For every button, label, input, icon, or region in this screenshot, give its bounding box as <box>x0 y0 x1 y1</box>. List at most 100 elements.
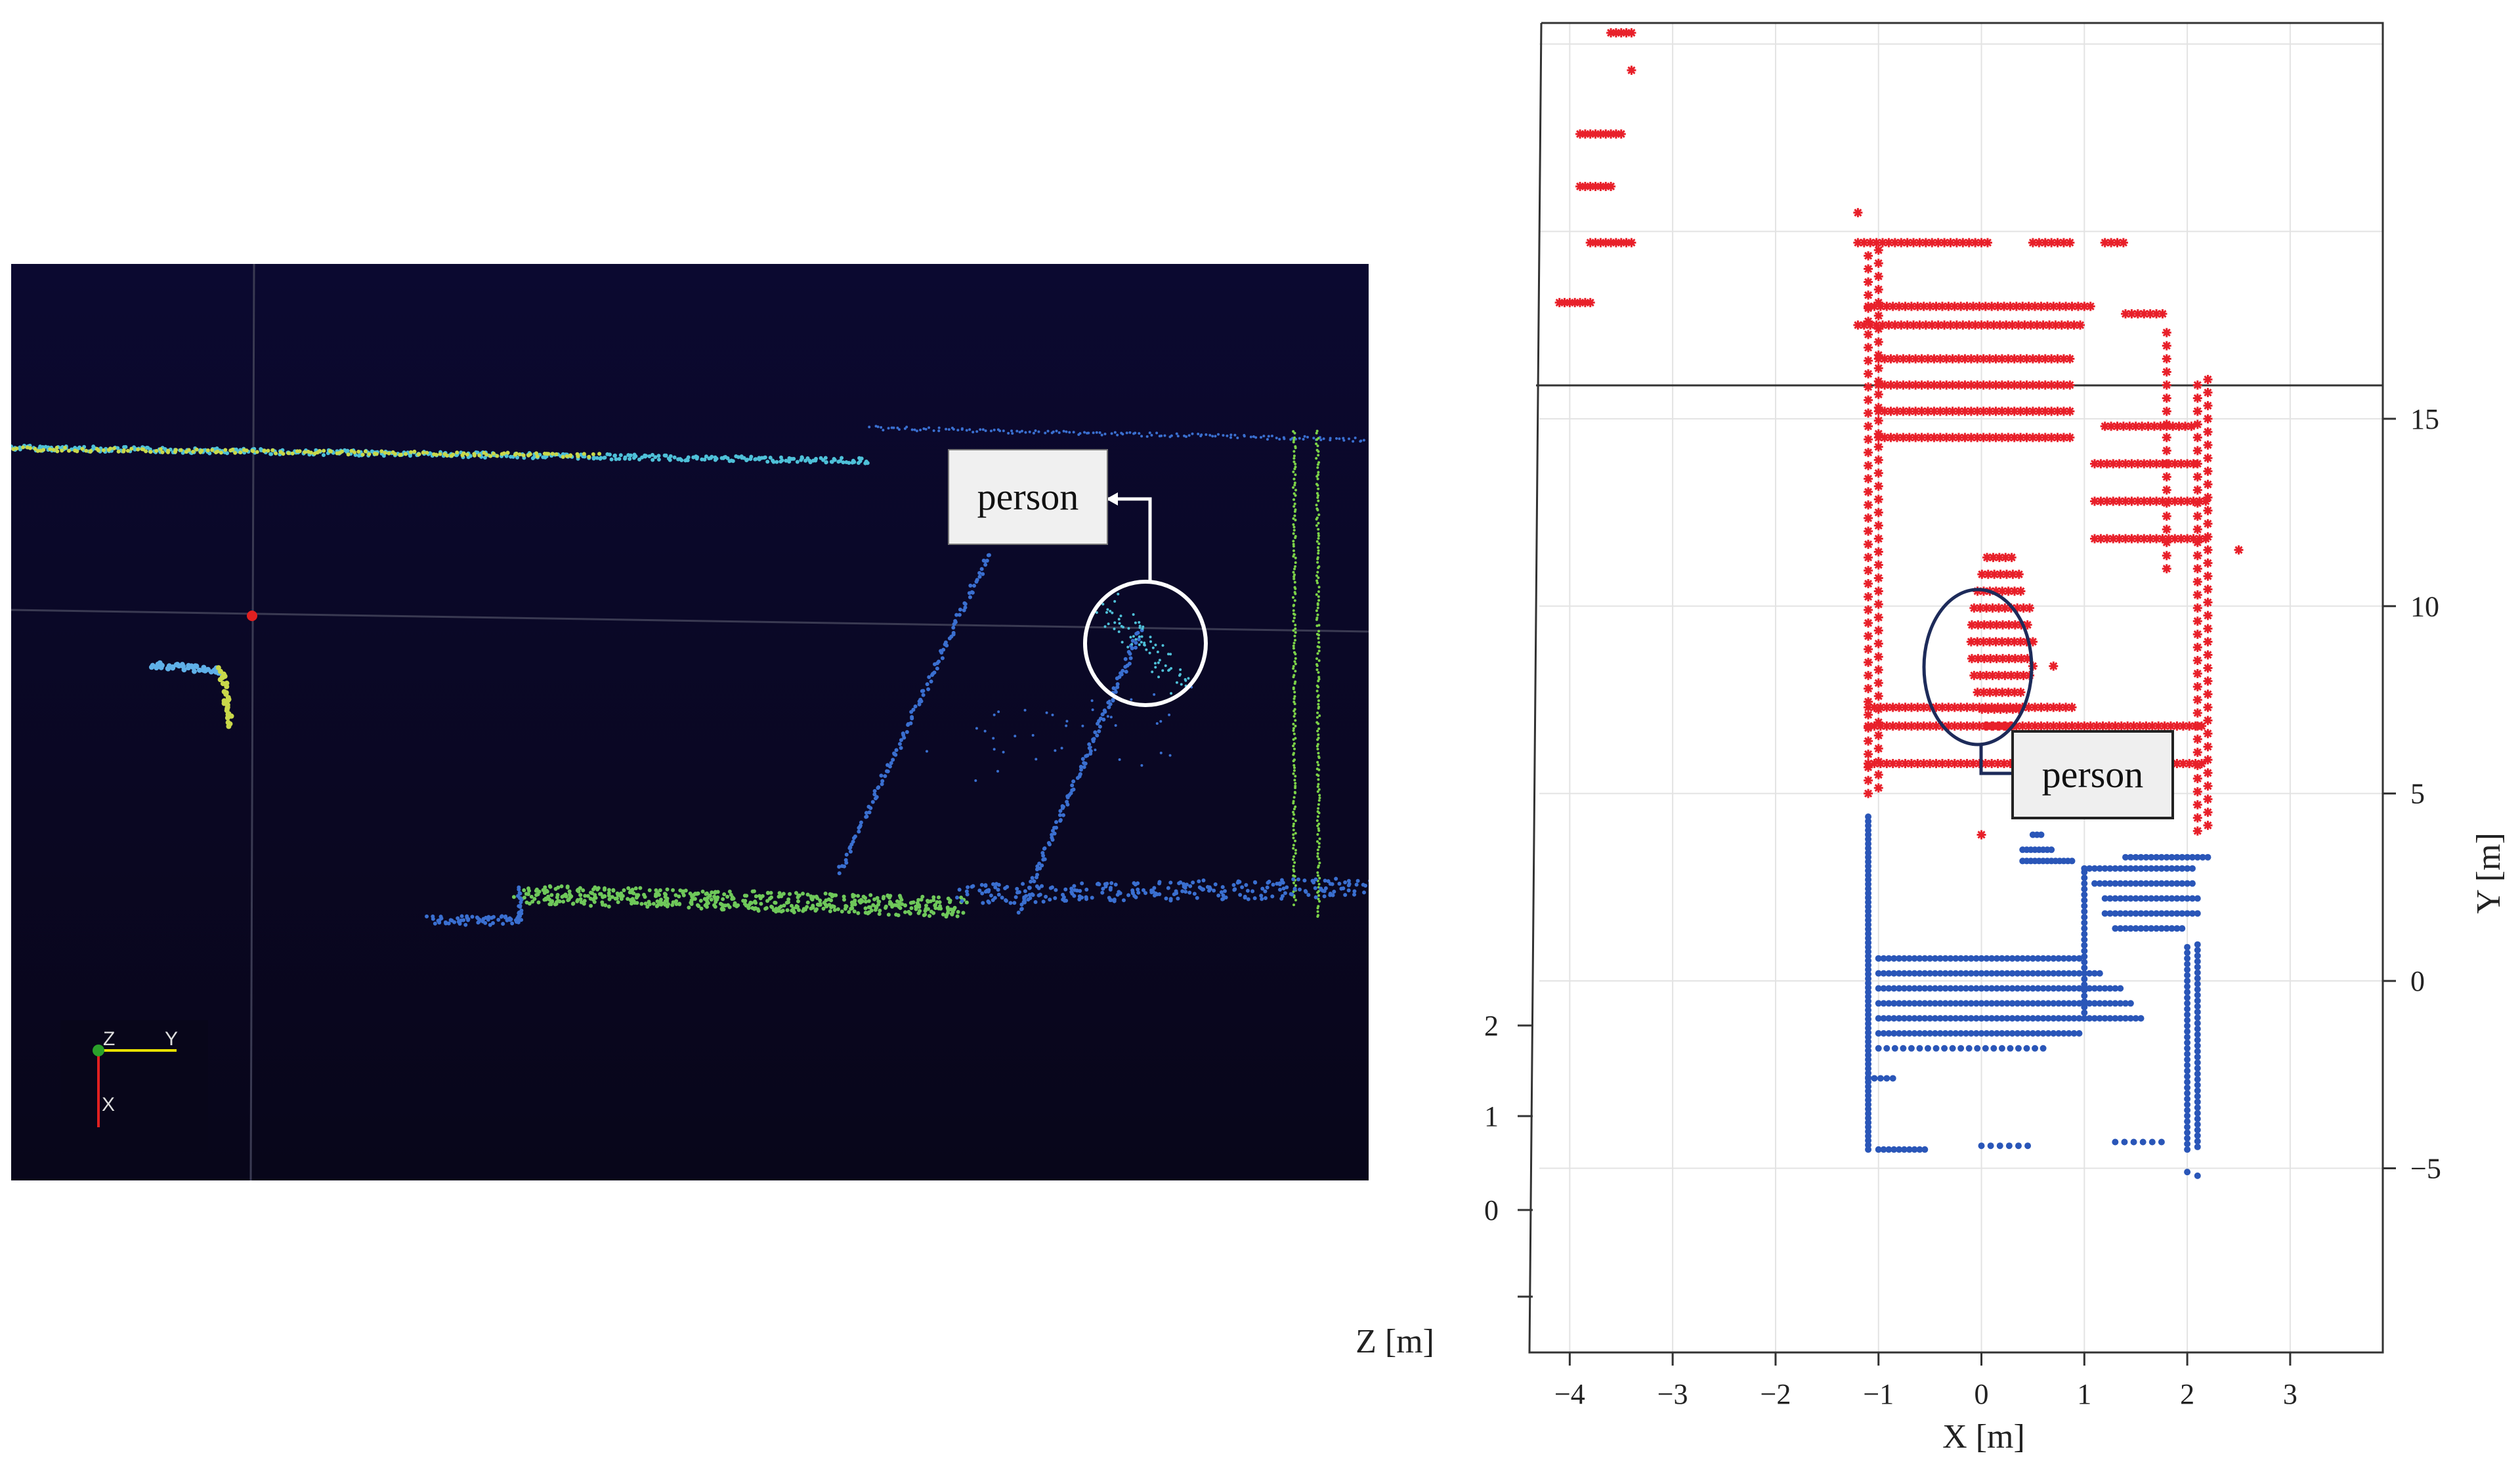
red-series-point <box>2080 721 2089 731</box>
blue-series-point <box>1865 880 1872 888</box>
red-series-point <box>2053 380 2062 390</box>
blue-series-point <box>2081 869 2088 876</box>
red-series-point <box>2106 238 2116 248</box>
blue-series-point <box>1921 1029 1929 1037</box>
red-series-point <box>1873 613 1883 622</box>
blue-series-point <box>1967 985 1975 992</box>
blue-series-point <box>1967 1029 1975 1037</box>
red-series-point <box>2192 393 2202 403</box>
red-series-point <box>1962 721 1972 731</box>
red-series-point <box>1585 238 1595 248</box>
blue-series-point <box>2081 908 2088 915</box>
red-series-point <box>1978 687 1988 697</box>
blue-series-point <box>2045 1029 2052 1037</box>
red-series-point <box>1601 129 1611 139</box>
red-series-point <box>1917 354 1927 364</box>
blue-series-point <box>1891 1045 1898 1052</box>
red-series-point <box>2016 354 2026 364</box>
red-series-point <box>1973 687 1982 697</box>
blue-series-point <box>2184 1045 2191 1052</box>
red-series-point <box>1591 129 1600 139</box>
blue-series-point <box>2009 955 2016 962</box>
blue-series-point <box>2184 972 2191 979</box>
blue-series-point <box>2070 1029 2078 1037</box>
blue-series-point <box>1911 955 1918 962</box>
blue-series-point <box>1967 970 1975 977</box>
blue-series-point <box>1880 985 1887 992</box>
blue-series-point <box>1865 1052 1872 1059</box>
red-series-point <box>2028 380 2038 390</box>
red-series-point <box>2009 354 2019 364</box>
red-series-point <box>1904 380 1914 390</box>
blue-series-point <box>2194 910 2201 917</box>
blue-series-point <box>1916 1029 1923 1037</box>
blue-series-point <box>2024 1029 2032 1037</box>
blue-series-point <box>2158 865 2165 872</box>
red-series-point <box>2053 238 2062 248</box>
blue-series-point <box>2184 1022 2191 1029</box>
blue-series-point <box>1927 985 1934 992</box>
person-callout-right: person <box>2011 730 2174 819</box>
blue-series-point <box>2184 1079 2191 1086</box>
blue-series-point <box>2117 925 2124 932</box>
red-series-point <box>2123 721 2133 731</box>
blue-series-point <box>1880 1029 1887 1037</box>
red-series-point <box>1956 759 1966 768</box>
z-axis-label: Z [m] <box>1356 1323 1434 1360</box>
blue-series-point <box>2173 895 2181 902</box>
blue-series-point <box>2009 1029 2016 1037</box>
red-series-point <box>1935 380 1945 390</box>
red-series-point <box>1973 620 1983 630</box>
red-series-point <box>1864 579 1873 589</box>
red-series-point <box>1979 620 1989 630</box>
red-series-point <box>2067 721 2077 731</box>
blue-series-point <box>2194 1076 2201 1083</box>
red-series-point <box>1616 28 1626 37</box>
red-series-point <box>2145 459 2155 469</box>
blue-series-point <box>2184 943 2191 951</box>
red-series-point <box>2162 459 2171 469</box>
blue-series-point <box>2158 1138 2165 1146</box>
red-series-point <box>2192 643 2202 653</box>
red-series-point <box>1864 618 1873 628</box>
red-series-point <box>2003 433 2013 443</box>
red-series-point <box>2003 380 2013 390</box>
blue-series-point <box>1963 970 1969 977</box>
red-series-point <box>1923 380 1933 390</box>
red-series-point <box>1923 406 1933 416</box>
red-series-point <box>2152 496 2162 506</box>
red-series-point <box>1904 433 1914 443</box>
red-series-point <box>1880 380 1890 390</box>
red-series-point <box>2089 459 2099 469</box>
red-series-point <box>1933 320 1943 330</box>
blue-series-point <box>2081 919 2088 926</box>
blue-series-point <box>2117 985 2124 992</box>
blue-series-point <box>1947 970 1954 977</box>
blue-series-point <box>2148 910 2155 917</box>
red-series-point <box>1873 442 1883 452</box>
red-series-point <box>1900 721 1910 731</box>
blue-series-point <box>2076 1029 2083 1037</box>
blue-series-point <box>1916 1045 1923 1052</box>
blue-series-point <box>1865 997 1872 1004</box>
blue-series-point <box>2070 955 2078 962</box>
red-series-point <box>1991 354 2001 364</box>
x-tick-label: −3 <box>1657 1378 1688 1410</box>
red-series-point <box>1991 637 2001 647</box>
red-series-point <box>1864 382 1873 392</box>
blue-series-point <box>2096 1000 2103 1007</box>
blue-series-point <box>2122 895 2129 902</box>
blue-series-point <box>1865 948 1872 955</box>
red-series-point <box>2022 654 2032 664</box>
red-series-point <box>1987 301 1997 311</box>
blue-series-point <box>2153 865 2160 872</box>
blue-series-point <box>1896 1000 1903 1007</box>
red-series-point <box>2192 433 2202 443</box>
blue-series-point <box>2060 970 2067 977</box>
blue-series-point <box>2050 970 2057 977</box>
blue-series-point <box>2086 1015 2093 1022</box>
red-series-point <box>2016 687 2026 697</box>
blue-series-point <box>2189 910 2196 917</box>
blue-series-point <box>2076 985 2083 992</box>
plot-frame <box>1528 22 2384 1354</box>
